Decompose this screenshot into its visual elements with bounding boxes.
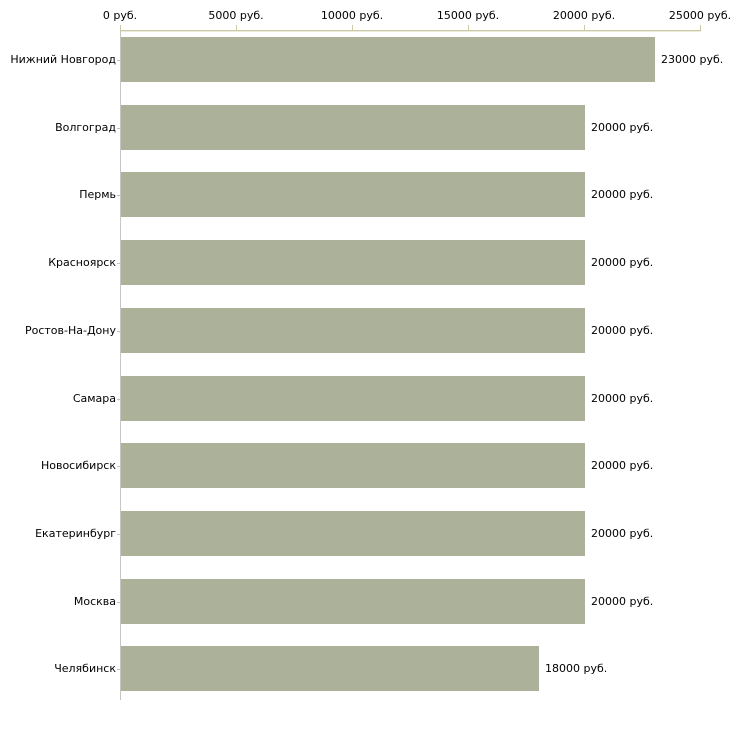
- value-label: 20000 руб.: [591, 324, 654, 337]
- category-label: Нижний Новгород: [10, 53, 116, 66]
- x-axis-tick: [352, 25, 353, 30]
- y-axis-line: [120, 31, 121, 700]
- value-label: 20000 руб.: [591, 459, 654, 472]
- x-axis-tick-label: 25000 руб.: [668, 9, 730, 22]
- x-axis-tick: [584, 25, 585, 30]
- x-axis-tick: [120, 25, 121, 30]
- category-tick: [117, 195, 120, 196]
- category-tick: [117, 669, 120, 670]
- category-tick: [117, 263, 120, 264]
- value-label: 20000 руб.: [591, 188, 654, 201]
- x-axis-line: [120, 30, 701, 32]
- value-label: 20000 руб.: [591, 392, 654, 405]
- bar-4: [121, 240, 585, 285]
- x-axis-tick-label: 10000 руб.: [320, 9, 384, 22]
- category-tick: [117, 331, 120, 332]
- value-label: 20000 руб.: [591, 527, 654, 540]
- category-tick: [117, 534, 120, 535]
- category-tick: [117, 466, 120, 467]
- category-label: Волгоград: [55, 121, 116, 134]
- bar-6: [121, 376, 585, 421]
- x-axis-tick: [468, 25, 469, 30]
- bar-3: [121, 172, 585, 217]
- bar-9: [121, 579, 585, 624]
- bar-5: [121, 308, 585, 353]
- category-label: Красноярск: [48, 256, 116, 269]
- category-label: Екатеринбург: [35, 527, 116, 540]
- category-tick: [117, 60, 120, 61]
- category-tick: [117, 602, 120, 603]
- value-label: 18000 руб.: [545, 662, 608, 675]
- bar-7: [121, 443, 585, 488]
- x-axis-tick-label: 15000 руб.: [436, 9, 500, 22]
- bar-1: [121, 37, 655, 82]
- x-axis-tick-label: 0 руб.: [102, 9, 138, 22]
- x-axis-tick-label: 20000 руб.: [552, 9, 616, 22]
- x-axis-tick-label: 5000 руб.: [208, 9, 264, 22]
- category-label: Ростов-На-Дону: [24, 324, 116, 337]
- bar-2: [121, 105, 585, 150]
- value-label: 20000 руб.: [591, 121, 654, 134]
- category-label: Пермь: [79, 188, 116, 201]
- category-label: Москва: [73, 595, 116, 608]
- value-label: 20000 руб.: [591, 595, 654, 608]
- category-tick: [117, 128, 120, 129]
- category-label: Челябинск: [54, 662, 116, 675]
- value-label: 20000 руб.: [591, 256, 654, 269]
- bar-8: [121, 511, 585, 556]
- x-axis-tick: [236, 25, 237, 30]
- x-axis-tick: [700, 25, 701, 30]
- value-label: 23000 руб.: [661, 53, 724, 66]
- category-label: Новосибирск: [40, 459, 116, 472]
- x-axis-line-highlight: [120, 31, 701, 32]
- category-label: Самара: [72, 392, 116, 405]
- bar-10: [121, 646, 539, 691]
- category-tick: [117, 399, 120, 400]
